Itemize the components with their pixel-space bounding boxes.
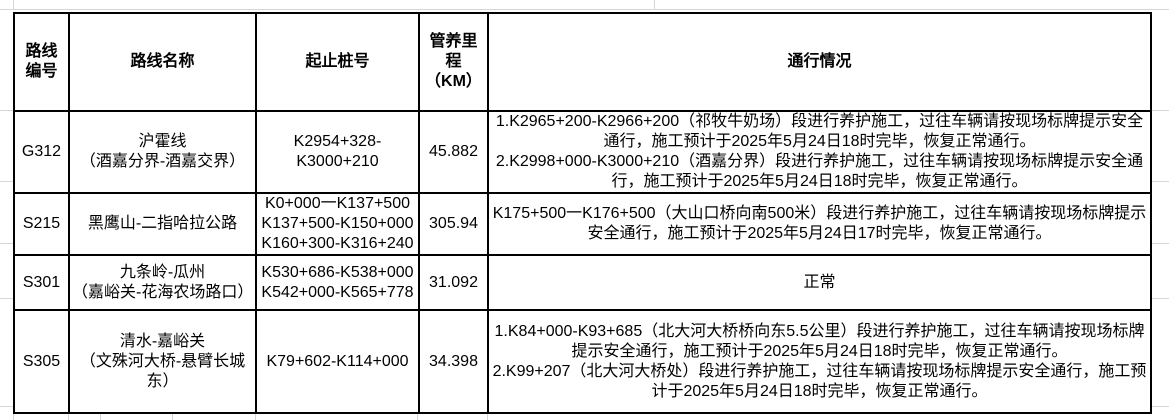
cell-mileage: 34.398 <box>418 309 489 414</box>
gridline-right-row4 <box>1150 298 1169 299</box>
cell-route-number: S301 <box>13 254 70 311</box>
gridline-top <box>0 9 1169 10</box>
cell-mileage: 305.94 <box>418 192 489 256</box>
gridline-left-row2 <box>0 181 13 182</box>
cell-traffic-status: 1.K2965+200-K2966+200（祁牧牛奶场）段进行养护施工，过往车辆… <box>487 110 1152 194</box>
cell-stake-range: K530+686-K538+000 K542+000-K565+778 <box>255 254 420 311</box>
cell-stake-range: K79+602-K114+000 <box>255 309 420 414</box>
cell-traffic-status: K175+500一K176+500（大山口桥向南500米）段进行养护施工，过往车… <box>487 192 1152 256</box>
cell-route-name: 沪霍线 （酒嘉分界-酒嘉交界） <box>68 110 257 194</box>
header-traffic-status: 通行情况 <box>487 12 1152 112</box>
cell-stake-range: K2954+328-K3000+210 <box>255 110 420 194</box>
cell-route-number: G312 <box>13 110 70 194</box>
header-mileage: 管养里程 （KM） <box>418 12 489 112</box>
header-stake-range: 起止桩号 <box>255 12 420 112</box>
gridline-right-row1 <box>1150 110 1169 111</box>
gridline-right-row3 <box>1150 243 1169 244</box>
table-row: S301 九条岭-瓜州 （嘉峪关-花海农场路口） K530+686-K538+0… <box>13 254 1152 311</box>
cell-stake-range: K0+000一K137+500 K137+500-K150+000 K160+3… <box>255 192 420 256</box>
cell-traffic-status: 正常 <box>487 254 1152 311</box>
gridline-top-col-b <box>654 0 655 9</box>
cell-traffic-status: 1.K84+000-K93+685（北大河大桥桥向东5.5公里）段进行养护施工，… <box>487 309 1152 414</box>
road-conditions-table: 路线 编号 路线名称 起止桩号 管养里程 （KM） 通行情况 G312 沪霍线 … <box>13 12 1152 414</box>
cell-route-name: 黑鹰山-二指哈拉公路 <box>68 192 257 256</box>
header-route-name: 路线名称 <box>68 12 257 112</box>
cell-route-name: 清水-嘉峪关 （文殊河大桥-悬臂长城东） <box>68 309 257 414</box>
cell-route-name: 九条岭-瓜州 （嘉峪关-花海农场路口） <box>68 254 257 311</box>
gridline-left-row1 <box>0 110 13 111</box>
header-route-number: 路线 编号 <box>13 12 70 112</box>
table-row: G312 沪霍线 （酒嘉分界-酒嘉交界） K2954+328-K3000+210… <box>13 110 1152 194</box>
gridline-right-row2 <box>1150 181 1169 182</box>
gridline-left-row4 <box>0 298 13 299</box>
gridline-top-col-a <box>13 0 14 9</box>
table-row: S215 黑鹰山-二指哈拉公路 K0+000一K137+500 K137+500… <box>13 192 1152 256</box>
cell-route-number: S305 <box>13 309 70 414</box>
gridline-left-row3 <box>0 243 13 244</box>
cell-mileage: 31.092 <box>418 254 489 311</box>
cell-mileage: 45.882 <box>418 110 489 194</box>
cell-route-number: S215 <box>13 192 70 256</box>
header-row: 路线 编号 路线名称 起止桩号 管养里程 （KM） 通行情况 <box>13 12 1152 112</box>
table-row: S305 清水-嘉峪关 （文殊河大桥-悬臂长城东） K79+602-K114+0… <box>13 309 1152 414</box>
